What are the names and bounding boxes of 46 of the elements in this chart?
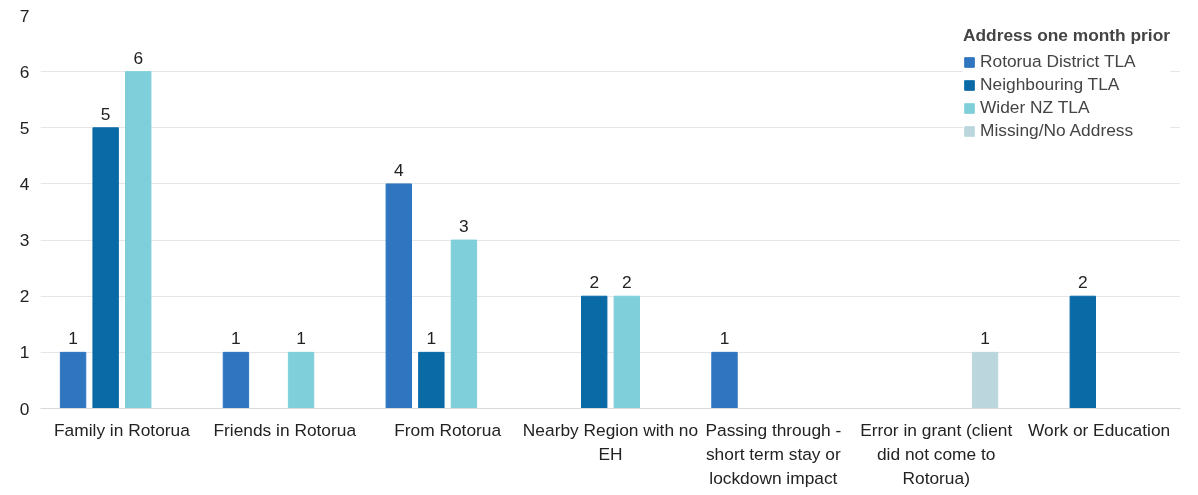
bar [581,295,608,409]
data-label: 6 [133,47,144,68]
y-tick-label: 0 [19,398,30,419]
y-tick-label: 6 [19,61,30,82]
data-label: 5 [100,103,111,124]
bar [287,351,315,409]
y-tick-label: 1 [19,342,30,363]
data-label: 1 [296,328,306,349]
data-label: 1 [426,328,437,349]
data-label: 2 [1077,272,1088,293]
data-label: 1 [719,328,730,349]
bar [418,351,445,409]
data-label: 3 [459,216,469,237]
bar [450,239,478,409]
y-tick-label: 2 [19,286,30,307]
legend-label: Neighbouring TLA [980,74,1120,95]
x-tick-label: Family in Rotorua [54,419,191,440]
x-tick-label: Work or Education [1027,419,1171,440]
bar [125,71,152,409]
x-tick-label: Nearby Region with no EH [522,419,699,464]
x-tick-label: From Rotorua [394,419,502,440]
bar [92,127,119,409]
x-tick-label: Passing through - short term stay or lockdown impact [705,419,842,488]
bar [711,351,738,409]
bar [385,183,412,409]
data-label: 4 [393,159,404,180]
bar [222,351,250,409]
bar [1069,295,1096,409]
data-label: 2 [621,272,632,293]
y-tick-label: 4 [19,173,30,194]
legend-label: Rotorua District TLA [980,51,1136,72]
legend-label: Wider NZ TLA [980,97,1090,118]
data-label: 1 [231,328,241,349]
legend-label: Missing/No Address [980,120,1134,141]
bar [59,351,87,409]
data-label: 2 [589,272,600,293]
data-label: 1 [68,328,78,349]
bar [613,295,640,409]
legend-title: Address one month prior [963,25,1170,46]
y-tick-label: 3 [19,230,30,251]
y-tick-label: 5 [19,117,30,138]
x-tick-label: Error in grant (client did not come to Rotorua) [860,419,1013,488]
x-tick-label: Friends in Rotorua [213,419,357,440]
data-label: 1 [980,328,990,349]
bar [971,351,999,409]
y-tick-label: 7 [19,5,30,26]
